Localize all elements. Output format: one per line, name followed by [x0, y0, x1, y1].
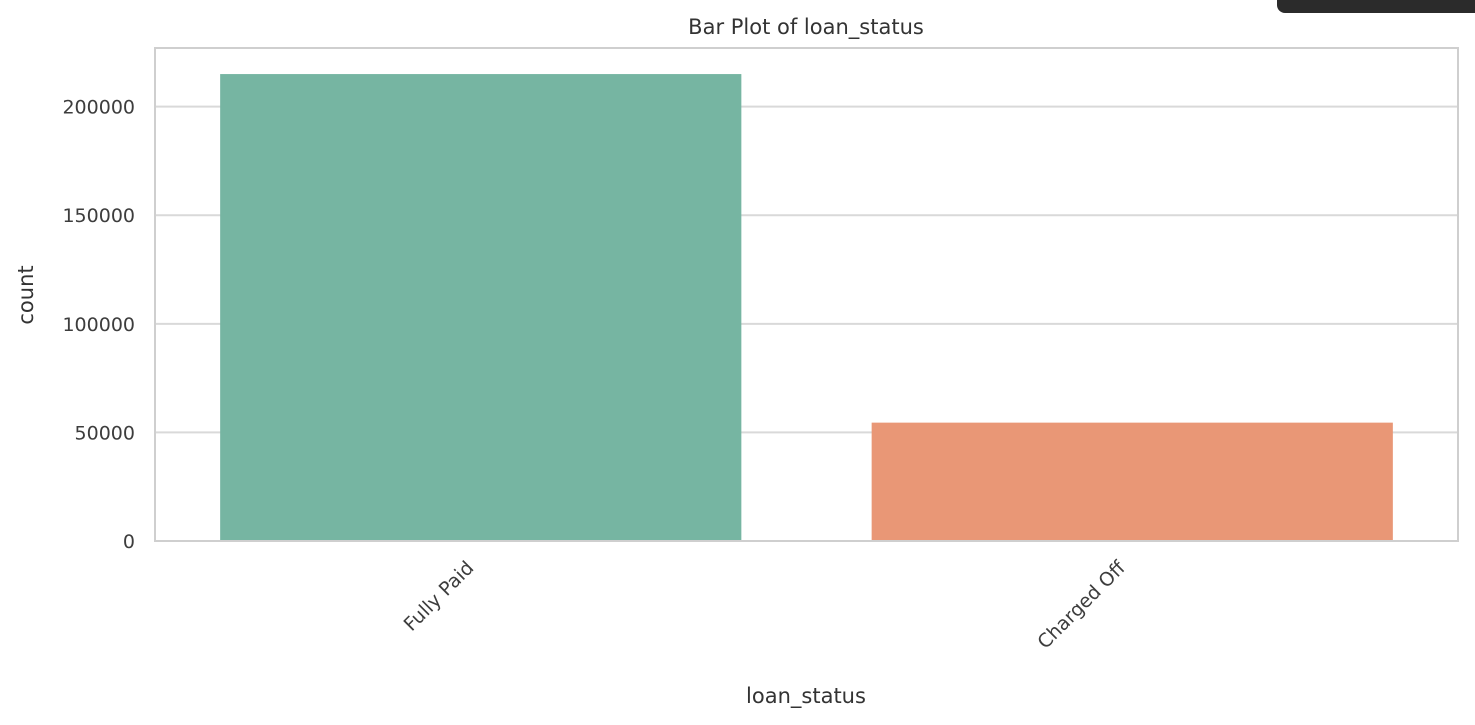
x-tick-label: Charged Off: [1033, 556, 1130, 653]
y-tick-label: 150000: [62, 205, 135, 227]
chart-title: Bar Plot of loan_status: [688, 15, 924, 40]
overlay-toolbar[interactable]: [1277, 0, 1475, 13]
x-tick-label: Fully Paid: [400, 557, 479, 636]
y-tick-label: 100000: [62, 314, 135, 336]
y-axis-label: count: [14, 265, 38, 324]
bar-fully-paid: [220, 74, 742, 541]
y-tick-labels: 0 50000 100000 150000 200000: [62, 97, 135, 553]
y-tick-label: 50000: [75, 422, 135, 444]
axes-frame: [154, 47, 1459, 542]
y-tick-label: 0: [123, 531, 135, 553]
x-axis-label: loan_status: [746, 684, 866, 709]
bars: [220, 74, 1393, 541]
bar-charged-off: [871, 422, 1393, 541]
x-tick-labels: Fully Paid Charged Off: [400, 556, 1131, 653]
y-tick-label: 200000: [62, 97, 135, 119]
